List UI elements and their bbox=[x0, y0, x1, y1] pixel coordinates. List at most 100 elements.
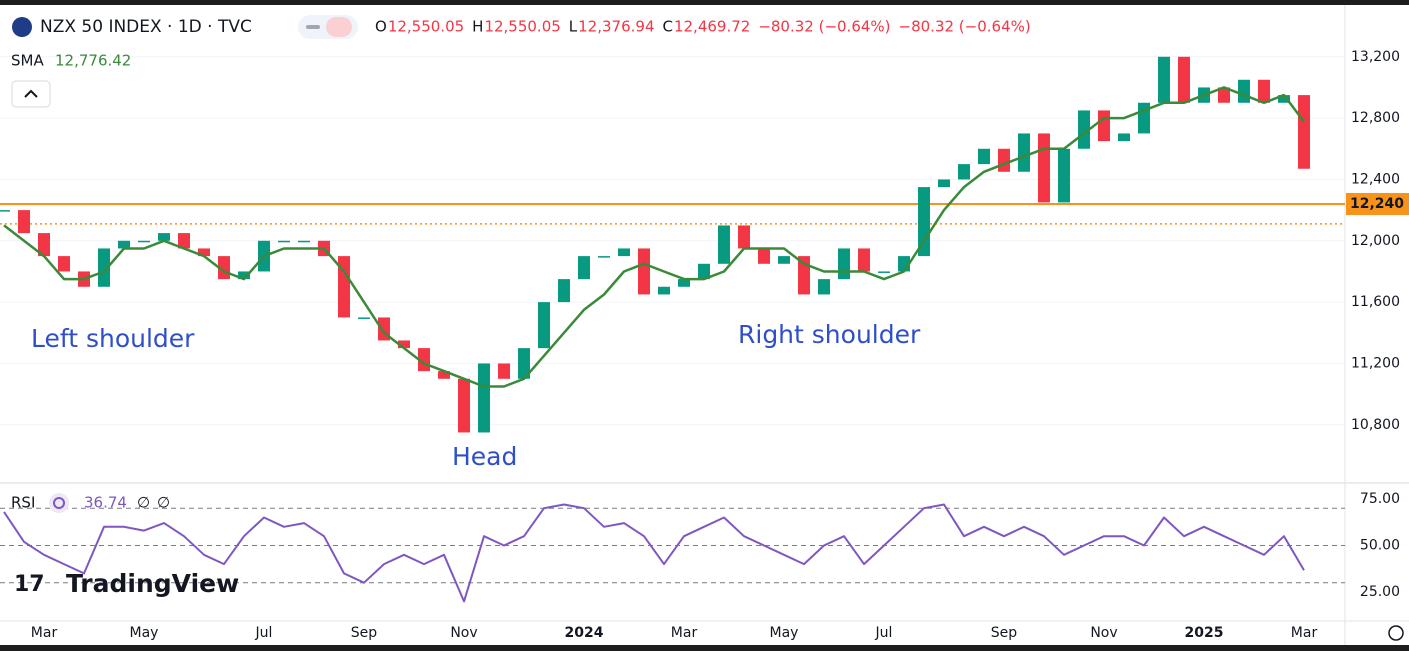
candle bbox=[578, 256, 590, 280]
candle bbox=[878, 271, 890, 273]
candle bbox=[718, 225, 730, 264]
ohlc-value: 12,550.05 bbox=[484, 18, 560, 36]
top-bar bbox=[0, 0, 1409, 5]
candle bbox=[1158, 56, 1170, 103]
y-tick-label: 50.00 bbox=[1360, 537, 1400, 553]
candle bbox=[838, 248, 850, 280]
candle bbox=[1238, 79, 1250, 103]
candle bbox=[1098, 110, 1110, 142]
settings-icon[interactable] bbox=[1388, 625, 1404, 641]
candle bbox=[698, 263, 710, 280]
candle bbox=[1078, 110, 1090, 149]
candle bbox=[998, 148, 1010, 172]
rsi-label: RSI bbox=[11, 494, 35, 512]
change-value: −80.32 (−0.64%) bbox=[758, 18, 890, 36]
ohlc-key: C bbox=[662, 18, 672, 36]
candle bbox=[1138, 102, 1150, 134]
candle bbox=[138, 240, 150, 243]
symbol-title[interactable]: NZX 50 INDEX · 1D · TVC bbox=[40, 17, 252, 37]
rsi-param: ∅ bbox=[137, 494, 150, 512]
candle bbox=[518, 348, 530, 379]
marks bbox=[0, 56, 1345, 603]
candle bbox=[918, 187, 930, 257]
candle bbox=[738, 225, 750, 249]
candle bbox=[238, 271, 250, 280]
flag-icon bbox=[12, 17, 32, 37]
y-tick-label: 12,400 bbox=[1351, 171, 1400, 187]
x-tick-label: 2024 bbox=[565, 625, 604, 641]
x-tick-label: Sep bbox=[351, 625, 378, 641]
candle bbox=[198, 248, 210, 257]
x-tick-label: Mar bbox=[31, 625, 58, 641]
sma-label: SMA bbox=[11, 52, 44, 70]
x-tick-label: May bbox=[770, 625, 799, 641]
rsi-value: 36.74 bbox=[84, 494, 127, 512]
ohlc-value: 12,469.72 bbox=[674, 18, 750, 36]
candle bbox=[618, 248, 630, 257]
candle bbox=[658, 286, 670, 295]
x-tick-label: May bbox=[130, 625, 159, 641]
bottom-bar bbox=[0, 645, 1409, 651]
series-line bbox=[3, 86, 1305, 388]
candle bbox=[298, 240, 310, 243]
brand-logo[interactable]: TradingView bbox=[66, 569, 239, 598]
x-tick-label: Nov bbox=[450, 625, 477, 641]
chevron-icon bbox=[24, 89, 38, 98]
candle bbox=[1058, 148, 1070, 203]
y-tick-label: 10,800 bbox=[1351, 417, 1400, 433]
candle bbox=[178, 233, 190, 249]
candle bbox=[338, 256, 350, 318]
y-tick-label: 25.00 bbox=[1360, 584, 1400, 600]
ohlc-key: L bbox=[569, 18, 578, 36]
candle bbox=[1018, 133, 1030, 172]
price-label-box bbox=[1346, 192, 1409, 215]
toggle-icon bbox=[326, 17, 352, 37]
y-tick-label: 75.00 bbox=[1360, 491, 1400, 507]
candle bbox=[438, 371, 450, 379]
candle bbox=[958, 164, 970, 180]
rsi-icon bbox=[49, 493, 69, 513]
y-tick-label: 11,600 bbox=[1351, 294, 1400, 310]
ohlc-key: H bbox=[472, 18, 483, 36]
candle bbox=[278, 240, 290, 243]
candle bbox=[1178, 56, 1190, 103]
y-tick-label: 12,800 bbox=[1351, 110, 1400, 126]
ohlc-value: 12,376.94 bbox=[578, 18, 654, 36]
candle bbox=[758, 248, 770, 264]
candle bbox=[598, 256, 610, 258]
logo-mark: 17 bbox=[14, 572, 45, 597]
candle bbox=[1218, 87, 1230, 103]
candle bbox=[58, 256, 70, 272]
candle bbox=[678, 279, 690, 287]
candle bbox=[478, 363, 490, 433]
candle bbox=[858, 248, 870, 272]
x-tick-label: Jul bbox=[255, 625, 273, 641]
x-tick-label: Nov bbox=[1090, 625, 1117, 641]
candle bbox=[978, 148, 990, 165]
grid bbox=[0, 56, 1345, 584]
x-tick-label: Mar bbox=[1291, 625, 1318, 641]
candle bbox=[938, 179, 950, 188]
candle bbox=[818, 279, 830, 295]
toggle-icon bbox=[306, 25, 320, 29]
x-tick-label: Sep bbox=[991, 625, 1018, 641]
y-tick-label: 13,200 bbox=[1351, 49, 1400, 65]
y-tick-label: 12,000 bbox=[1351, 233, 1400, 249]
candle bbox=[1038, 133, 1050, 203]
candle bbox=[1118, 133, 1130, 142]
candle bbox=[398, 340, 410, 349]
candle bbox=[1278, 95, 1290, 103]
candle bbox=[38, 233, 50, 257]
x-tick-label: Mar bbox=[671, 625, 698, 641]
series-line bbox=[3, 503, 1305, 603]
candle bbox=[458, 378, 470, 433]
candle bbox=[18, 210, 30, 234]
candle bbox=[98, 248, 110, 287]
collapse-button[interactable] bbox=[11, 80, 51, 108]
annotation: Right shoulder bbox=[738, 320, 921, 349]
x-tick-label: Jul bbox=[875, 625, 893, 641]
sma-value: 12,776.42 bbox=[55, 52, 131, 70]
candle bbox=[498, 363, 510, 379]
